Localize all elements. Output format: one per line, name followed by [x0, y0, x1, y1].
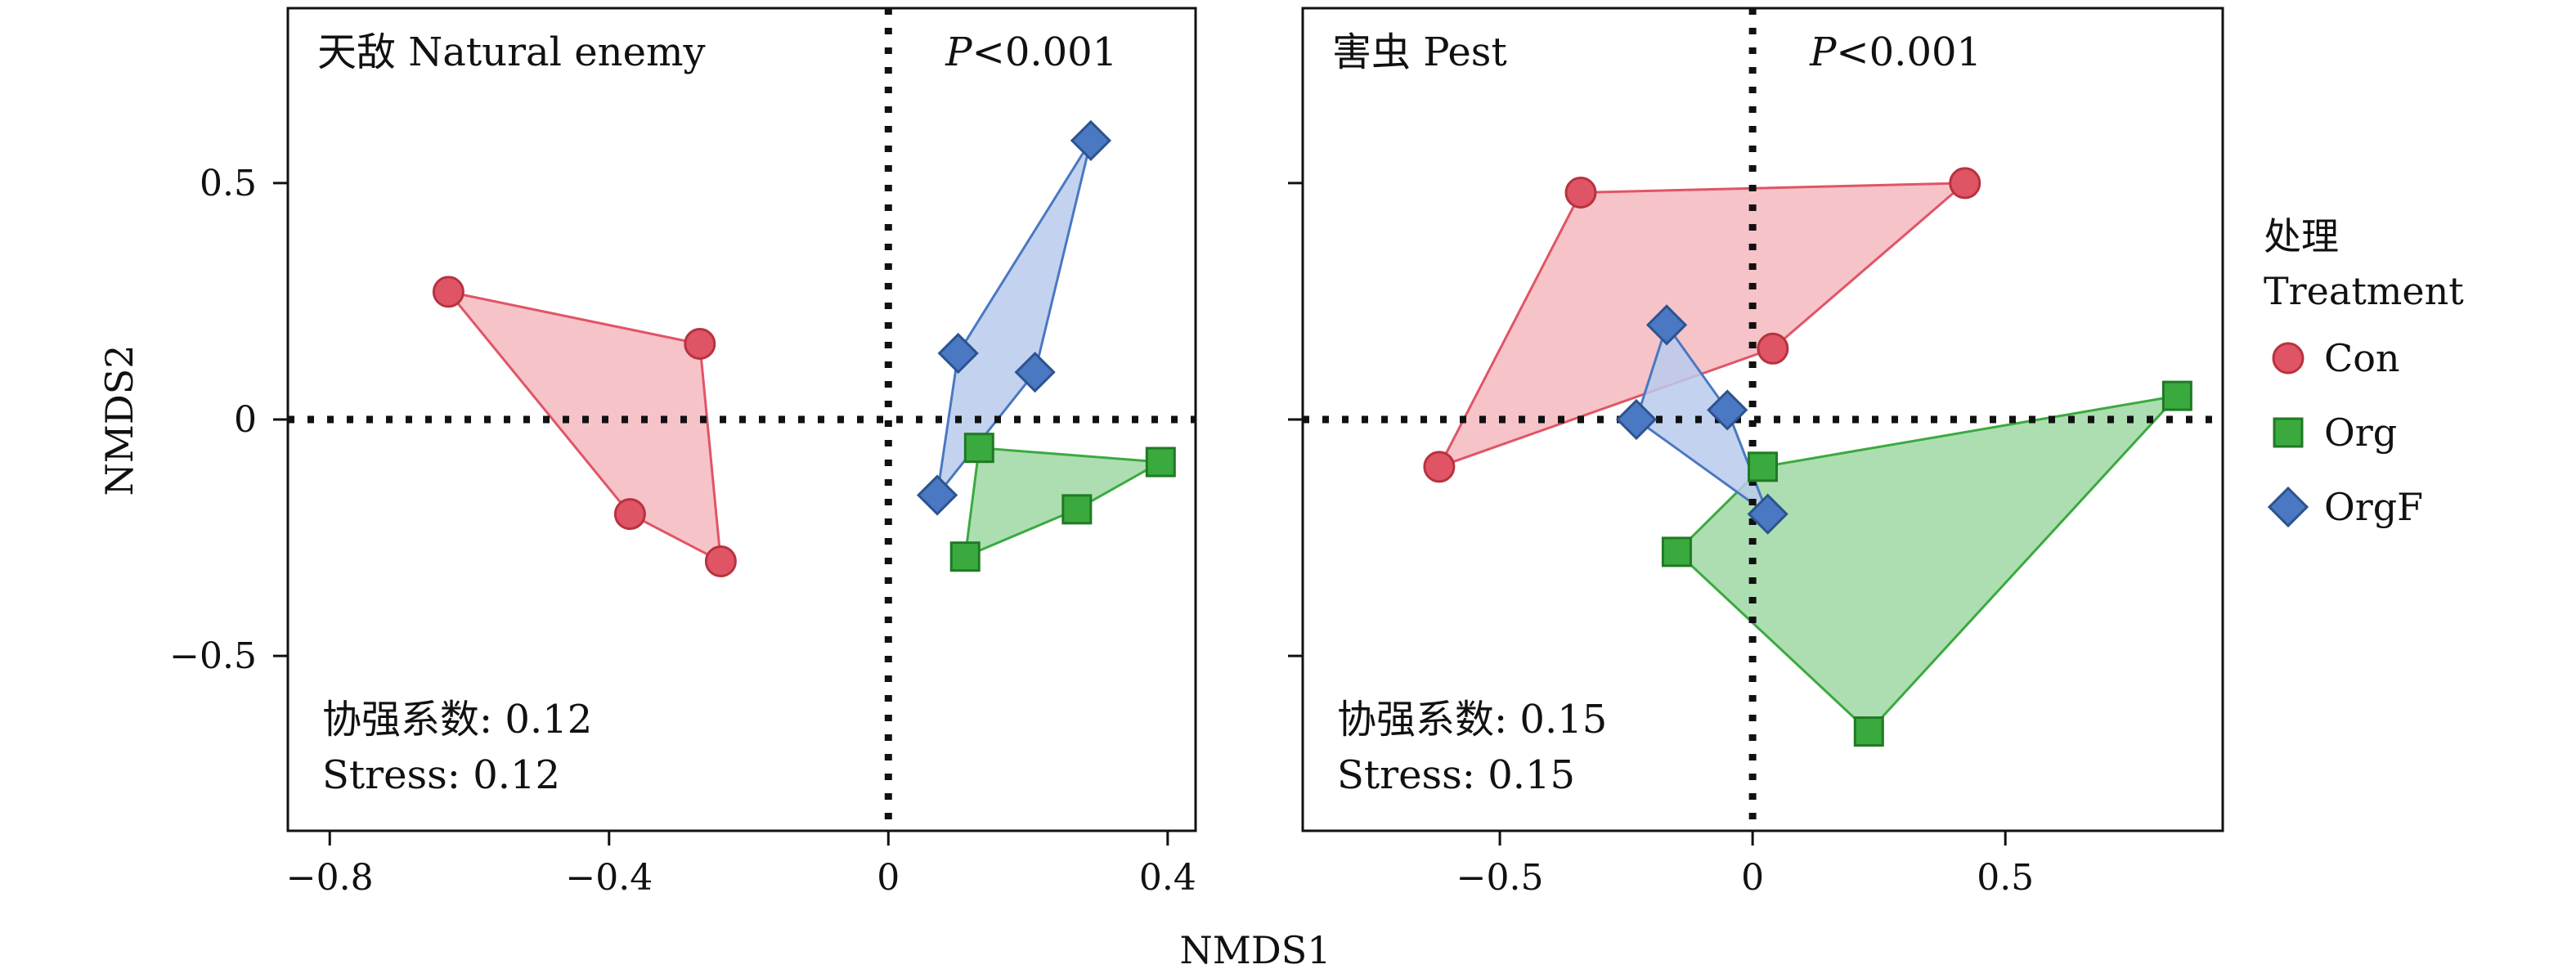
legend-marker-org — [2273, 417, 2304, 448]
stress-coefficient-cn: 协强系数: 0.15 — [1337, 697, 1607, 742]
point-org — [1748, 451, 1778, 482]
point-org — [1145, 446, 1176, 478]
panel-title: 天敌 Natural enemy — [317, 29, 706, 75]
y-tick-label: −0.5 — [169, 635, 257, 677]
point-orgf — [1615, 398, 1658, 441]
point-org — [1661, 536, 1692, 568]
point-con — [613, 498, 646, 531]
chart-panels: −0.8 −0.4 0 0.4 0.5 0 −0.5 天敌 Natural enemy P<0.… — [169, 7, 2224, 899]
group-hulls — [1438, 182, 2179, 734]
x-axis-title: NMDS1 — [1179, 928, 1331, 972]
point-con — [432, 276, 464, 308]
point-orgf — [1014, 352, 1056, 393]
point-org — [949, 541, 981, 572]
legend-label-org: Org — [2324, 410, 2397, 455]
y-tick-label: 0.5 — [200, 163, 257, 204]
point-org — [2161, 380, 2192, 411]
hull-con — [447, 290, 722, 563]
point-con — [684, 327, 716, 360]
point-con — [1423, 451, 1456, 483]
point-org — [1061, 494, 1093, 525]
legend-label-orgf: OrgF — [2324, 485, 2423, 529]
p-value-label: P<0.001 — [945, 29, 1117, 75]
x-tick-label: 0 — [877, 857, 900, 899]
y-axis-title: NMDS2 — [97, 344, 141, 496]
x-tick-label: 0.5 — [1977, 857, 2034, 899]
point-con — [704, 545, 737, 577]
point-org — [1853, 716, 1884, 747]
stress-value: Stress: 0.12 — [322, 752, 560, 798]
legend: 处理 Treatment Con Org OrgF — [2264, 214, 2464, 529]
panel-1: −0.8 −0.4 0 0.4 0.5 0 −0.5 天敌 Natural enemy P<0.… — [169, 7, 1197, 899]
p-value-label: P<0.001 — [1809, 29, 1981, 75]
point-orgf — [1707, 389, 1748, 431]
point-orgf — [1747, 493, 1788, 535]
point-orgf — [916, 474, 958, 516]
point-con — [1757, 332, 1789, 365]
x-tick-label: −0.5 — [1456, 857, 1544, 899]
hull-orgf — [936, 139, 1093, 497]
x-tick-label: 0.4 — [1139, 857, 1196, 899]
point-orgf — [937, 332, 979, 375]
stress-value: Stress: 0.15 — [1337, 752, 1575, 798]
point-con — [1949, 167, 1981, 200]
x-tick-label: −0.8 — [286, 857, 374, 899]
point-orgf — [1070, 119, 1112, 162]
point-con — [1564, 176, 1597, 209]
point-org — [963, 433, 994, 464]
x-tick-label: −0.4 — [565, 857, 653, 899]
stress-coefficient-cn: 协强系数: 0.12 — [322, 697, 592, 742]
y-tick-label: 0 — [234, 399, 257, 441]
point-orgf — [1645, 304, 1688, 346]
legend-marker-orgf — [2267, 486, 2309, 528]
group-hulls — [447, 139, 1162, 563]
legend-marker-con — [2272, 342, 2304, 375]
panel-2: −0.5 0 0.5 害虫 Pest P<0.001 协强系数: 0.15 Stress: … — [1288, 7, 2224, 899]
x-tick-label: 0 — [1741, 857, 1764, 899]
panel-title: 害虫 Pest — [1332, 29, 1507, 75]
legend-title-line1: 处理 — [2264, 214, 2339, 258]
legend-title-line2: Treatment — [2264, 269, 2464, 313]
legend-label-con: Con — [2324, 336, 2400, 380]
